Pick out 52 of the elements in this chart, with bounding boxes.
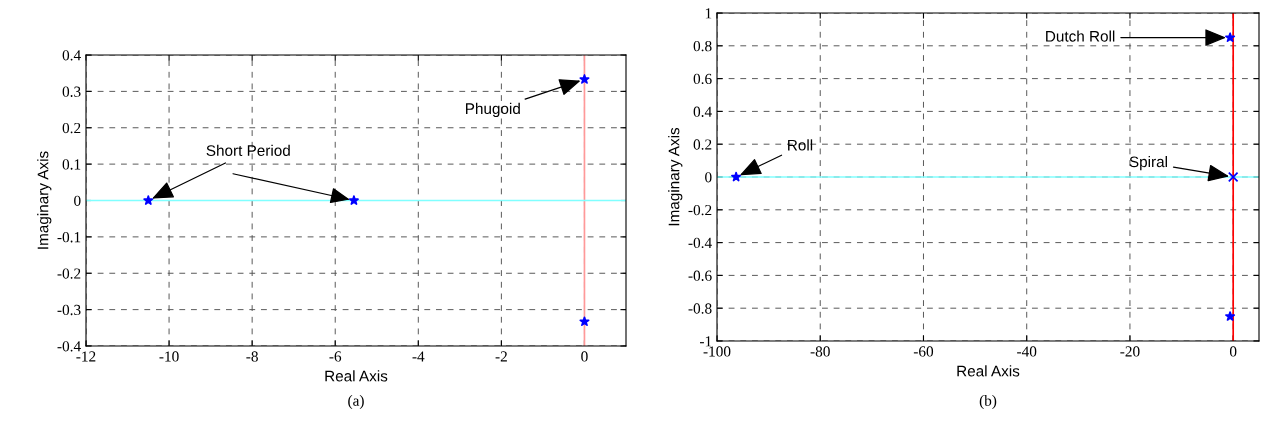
point bbox=[1225, 32, 1236, 42]
annotation: Phugoid bbox=[466, 102, 520, 118]
x-tick-label: -100 bbox=[703, 346, 731, 357]
y-tick-label: -0.6 bbox=[688, 270, 712, 281]
x-tick-label: -6 bbox=[329, 351, 342, 362]
y-tick-label: -0.4 bbox=[57, 341, 81, 352]
y-tick-label: 0.2 bbox=[62, 122, 81, 134]
x-tick-label: -4 bbox=[412, 351, 425, 362]
text: (a) bbox=[348, 395, 364, 409]
x-tick-label: -40 bbox=[1017, 346, 1037, 357]
y-tick-label: -0.2 bbox=[57, 268, 81, 279]
y-tick-label: 0.2 bbox=[693, 139, 712, 150]
point bbox=[579, 316, 590, 327]
y-tick-label: 1 bbox=[705, 8, 712, 19]
point bbox=[1225, 311, 1236, 321]
point bbox=[143, 195, 154, 205]
y-tick-label: 0.6 bbox=[693, 73, 712, 85]
x-tick-label: 0 bbox=[1229, 346, 1237, 357]
y-tick-label: 0 bbox=[74, 195, 81, 206]
y-tick-label: -0.2 bbox=[688, 204, 712, 216]
y-tick-label: -1 bbox=[699, 336, 712, 347]
point bbox=[579, 74, 590, 84]
x-tick-label: -8 bbox=[246, 351, 258, 362]
x-tick-label: -60 bbox=[913, 346, 934, 357]
y-tick-label: -0.8 bbox=[688, 303, 712, 314]
annotation: Spiral bbox=[1129, 155, 1167, 171]
y-axis-title: Imaginary Axis bbox=[37, 151, 52, 249]
y-tick-label: 0.3 bbox=[62, 86, 81, 97]
x-tick-label: -2 bbox=[495, 351, 507, 362]
x-axis-title: Real Axis bbox=[957, 365, 1020, 377]
x-tick-label: 0 bbox=[581, 351, 588, 362]
x-tick-label: -20 bbox=[1120, 346, 1140, 357]
y-tick-label: -0.4 bbox=[688, 237, 712, 249]
point bbox=[348, 195, 359, 205]
y-tick-label: 0.4 bbox=[693, 106, 712, 117]
y-tick-label: -0.1 bbox=[57, 232, 81, 243]
y-tick-label: 0 bbox=[705, 172, 712, 183]
y-tick-label: 0.1 bbox=[62, 159, 81, 170]
y-axis-title: Imaginary Axis bbox=[668, 127, 683, 226]
x-tick-label: -80 bbox=[810, 346, 830, 357]
annotation: Roll bbox=[788, 139, 813, 151]
x-axis-title: Real Axis bbox=[325, 370, 388, 382]
y-tick-label: 0.4 bbox=[62, 50, 81, 61]
text: (b) bbox=[979, 395, 997, 409]
point bbox=[1227, 171, 1239, 183]
x-tick-label: -10 bbox=[159, 351, 179, 362]
y-tick-label: -0.3 bbox=[57, 304, 81, 316]
x-tick-label: -12 bbox=[76, 351, 96, 362]
point bbox=[731, 171, 742, 182]
annotation: Short Period bbox=[206, 144, 290, 156]
y-tick-label: 0.8 bbox=[693, 40, 712, 52]
annotation: Dutch Roll bbox=[1046, 30, 1115, 42]
